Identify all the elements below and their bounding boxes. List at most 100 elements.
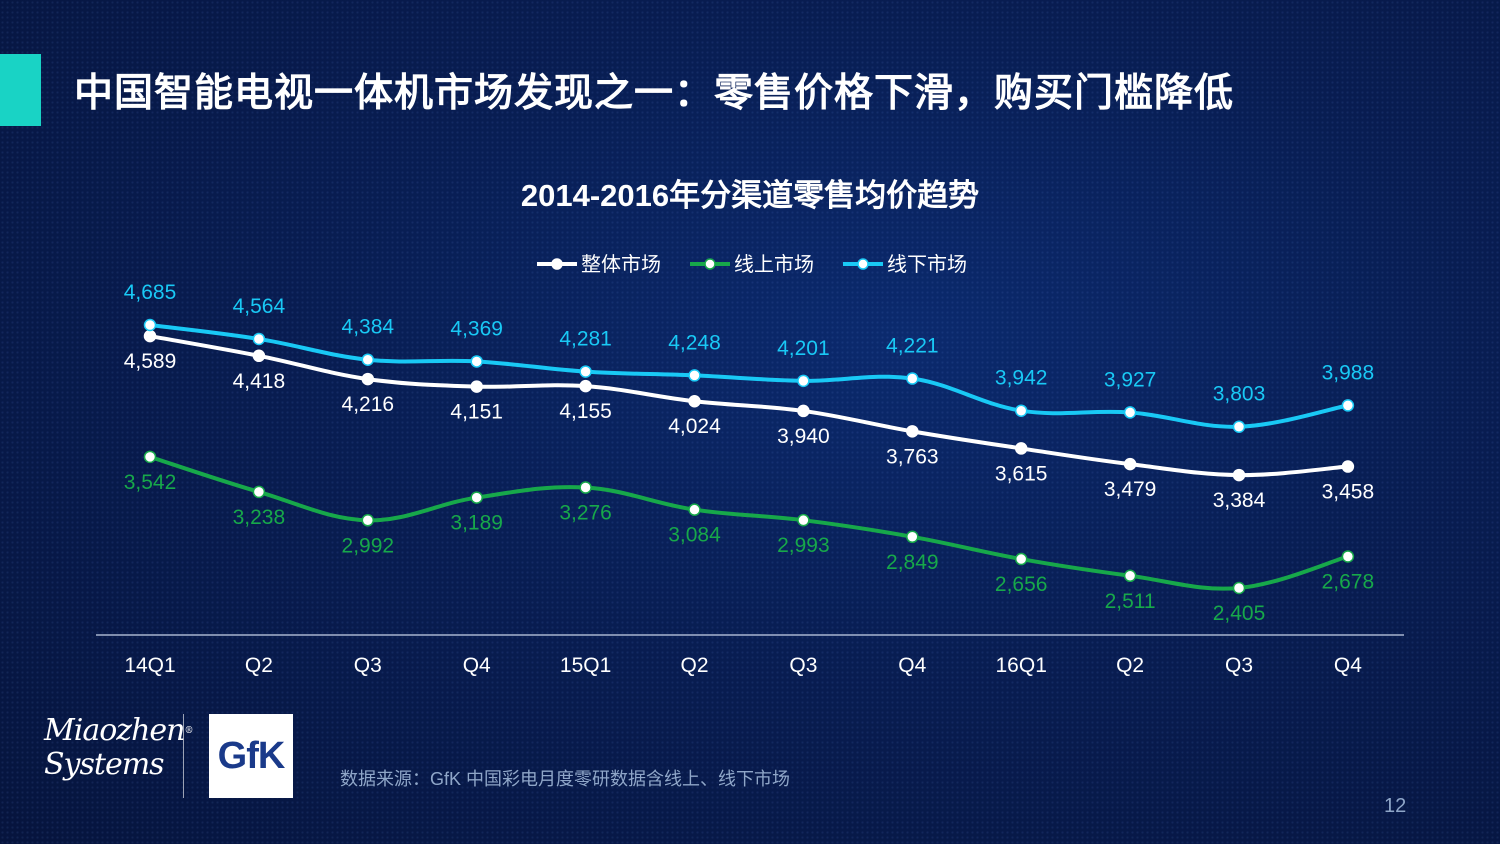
data-point-overall: [361, 372, 375, 386]
gfk-logo: GfK: [209, 714, 293, 798]
x-tick-label: 15Q1: [560, 654, 611, 677]
chart-title: 2014-2016年分渠道零售均价趋势: [520, 178, 980, 213]
data-label-offline: 4,369: [450, 317, 503, 340]
data-label-offline: 3,942: [995, 367, 1048, 390]
data-point-overall: [470, 380, 483, 393]
data-label-offline: 3,803: [1213, 383, 1266, 406]
series-line-overall: [148, 334, 1350, 478]
data-label-online: 2,656: [995, 573, 1048, 596]
legend-label: 线上市场: [734, 253, 814, 276]
data-label-overall: 4,216: [342, 393, 395, 416]
data-point-overall: [1123, 457, 1137, 471]
data-label-offline: 4,221: [886, 335, 939, 358]
data-label-overall: 4,418: [233, 370, 286, 393]
data-point-overall: [252, 349, 266, 363]
x-tick-label: Q4: [1334, 654, 1362, 677]
x-tick-label: Q2: [1116, 654, 1144, 677]
x-tick-label: Q3: [789, 654, 817, 677]
data-point-offline: [1014, 404, 1028, 417]
x-tick-label: Q4: [898, 654, 926, 677]
data-point-offline: [688, 369, 701, 382]
x-tick-label: Q4: [463, 654, 491, 677]
data-point-online: [579, 481, 592, 494]
data-point-offline: [1341, 399, 1355, 412]
data-source-note: 数据来源：GfK 中国彩电月度零研数据含线上、线下市场: [340, 769, 791, 789]
data-label-overall: 3,763: [886, 445, 939, 468]
data-label-overall: 4,151: [450, 401, 503, 424]
data-label-offline: 4,248: [668, 331, 721, 354]
data-point-online: [252, 485, 266, 499]
data-label-online: 2,993: [777, 534, 830, 557]
data-label-online: 3,238: [233, 506, 286, 529]
legend-marker: [857, 258, 869, 270]
legend-item-offline: 线下市场: [843, 253, 967, 276]
legend-item-online: 线上市场: [690, 253, 814, 276]
data-label-overall: 3,940: [777, 425, 830, 448]
data-label-offline: 4,384: [342, 316, 395, 339]
data-point-offline: [252, 332, 266, 346]
data-point-overall: [143, 329, 157, 343]
miaozhen-logo-line1: Miaozhen: [44, 713, 185, 748]
data-label-online: 3,084: [668, 524, 721, 547]
data-label-offline: 3,988: [1322, 361, 1375, 384]
page-number: 12: [1384, 795, 1407, 817]
slide-title: 中国智能电视一体机市场发现之一：零售价格下滑，购买门槛降低: [74, 72, 1235, 115]
data-point-overall: [797, 404, 810, 418]
data-label-overall: 3,479: [1104, 478, 1157, 501]
data-point-offline: [1232, 420, 1246, 433]
data-point-offline: [143, 318, 157, 332]
data-label-online: 2,849: [886, 551, 939, 574]
data-label-online: 3,276: [559, 502, 612, 525]
data-point-online: [688, 503, 701, 516]
data-label-offline: 4,685: [124, 281, 177, 304]
data-point-online: [143, 450, 157, 464]
data-label-online: 3,542: [124, 471, 177, 494]
data-label-offline: 3,927: [1104, 368, 1157, 391]
legend-marker: [551, 258, 563, 270]
data-point-offline: [579, 365, 592, 378]
data-label-overall: 4,155: [559, 400, 612, 423]
miaozhen-logo: Miaozhen® Systems: [44, 713, 193, 782]
data-label-overall: 3,384: [1213, 489, 1266, 512]
data-point-offline: [361, 353, 375, 366]
data-label-offline: 4,201: [777, 337, 830, 360]
x-tick-label: Q3: [1225, 654, 1253, 677]
data-point-overall: [688, 394, 701, 408]
data-label-online: 3,189: [450, 512, 503, 535]
title-accent-bar: [0, 54, 41, 126]
series-line-online: [148, 454, 1350, 591]
x-tick-label: 16Q1: [996, 654, 1047, 677]
data-point-offline: [797, 374, 810, 388]
x-tick-label: Q3: [354, 654, 382, 677]
x-tick-label: Q2: [245, 654, 273, 677]
data-point-online: [1123, 569, 1137, 583]
data-label-online: 2,992: [342, 534, 395, 557]
data-label-online: 2,678: [1322, 571, 1375, 594]
data-point-online: [906, 530, 919, 544]
data-point-overall: [1014, 442, 1028, 455]
data-label-online: 2,405: [1213, 602, 1266, 625]
legend-marker: [704, 258, 716, 270]
miaozhen-logo-line2: Systems: [44, 747, 165, 782]
data-point-online: [797, 513, 810, 527]
data-point-offline: [906, 372, 919, 385]
data-point-overall: [1232, 468, 1246, 482]
logo-divider: [183, 714, 184, 798]
data-point-overall: [579, 379, 592, 393]
data-label-overall: 4,589: [124, 350, 177, 373]
x-tick-label: Q2: [680, 654, 708, 677]
legend-item-overall: 整体市场: [537, 253, 661, 276]
data-point-online: [1014, 552, 1028, 566]
x-tick-label: 14Q1: [124, 654, 175, 677]
data-point-online: [470, 491, 483, 504]
data-point-online: [1341, 550, 1355, 563]
data-point-overall: [1341, 460, 1355, 473]
data-point-offline: [1123, 406, 1137, 419]
data-point-overall: [906, 425, 919, 438]
data-label-offline: 4,564: [233, 295, 286, 318]
data-label-overall: 3,458: [1322, 481, 1375, 504]
data-label-offline: 4,281: [559, 328, 612, 351]
data-label-overall: 4,024: [668, 415, 721, 438]
series-line-offline: [148, 323, 1350, 429]
data-point-online: [1232, 581, 1246, 595]
